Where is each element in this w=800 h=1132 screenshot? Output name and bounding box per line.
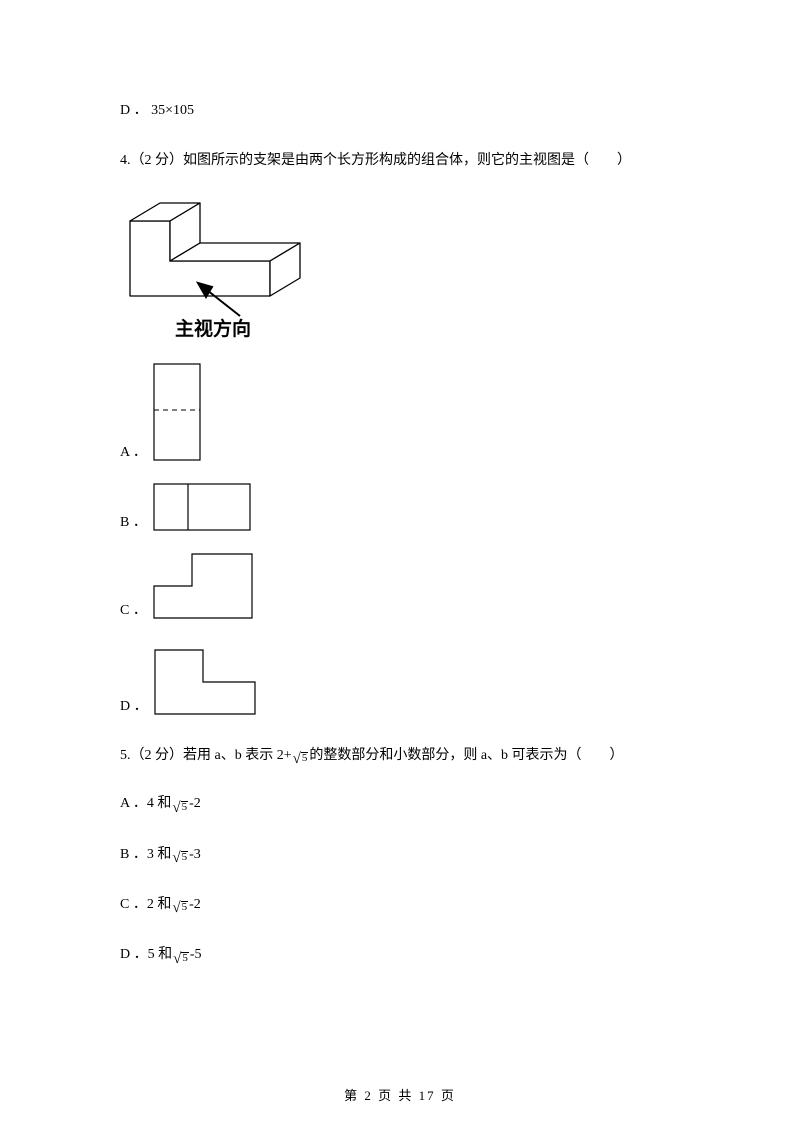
q4-option-b: B ． (120, 483, 680, 531)
q5-optD-before: 5 和 (148, 944, 173, 966)
q4-optB-label: B ． (120, 511, 147, 531)
q5-before: 若用 a、b 表示 2+ (183, 745, 292, 767)
q5-after: 的整数部分和小数部分，则 a、b 可表示为（ ） (309, 745, 623, 767)
q4-optD-label: D ． (120, 695, 148, 715)
q5-prompt: 5. （2 分） 若用 a、b 表示 2+ √5 的整数部分和小数部分，则 a、… (120, 745, 680, 767)
q5-optC-before: 2 和 (147, 894, 172, 916)
q4-optB-svg (153, 483, 251, 531)
q5-option-a: A ． 4 和 √5 -2 (120, 793, 680, 815)
q5-optB-before: 3 和 (147, 844, 172, 866)
q5-optC-label: C ． (120, 894, 147, 916)
sqrt-icon: √5 (173, 952, 189, 967)
sqrt-icon: √5 (293, 752, 309, 767)
q5-option-b: B ． 3 和 √5 -3 (120, 844, 680, 866)
q4-optC-svg (153, 553, 253, 619)
sqrt-icon: √5 (172, 801, 188, 816)
q4-caption-svg: 主视方向 (175, 317, 251, 340)
q5-optA-after: -2 (189, 793, 201, 815)
q4-optC-label: C ． (120, 599, 147, 619)
q4-optD-svg (154, 649, 256, 715)
q4-option-c: C ． (120, 553, 680, 619)
q4-text: 如图所示的支架是由两个长方形构成的组合体，则它的主视图是（ ） (183, 150, 631, 172)
q5-points: （2 分） (131, 745, 184, 767)
q5-optD-label: D ． (120, 944, 148, 966)
q4-optA-svg (153, 363, 201, 461)
footer-text: 第 2 页 共 17 页 (344, 1088, 456, 1103)
q5-option-d: D ． 5 和 √5 -5 (120, 944, 680, 966)
q4-option-d: D ． (120, 649, 680, 715)
q5-number: 5. (120, 745, 131, 767)
q4-number: 4. (120, 150, 131, 172)
q5-optB-after: -3 (189, 844, 201, 866)
q4-points: （2 分） (131, 150, 184, 172)
q5-optA-before: 4 和 (147, 793, 172, 815)
q5-optD-after: -5 (190, 944, 202, 966)
q4-option-a: A ． (120, 363, 680, 461)
q5-optC-after: -2 (189, 894, 201, 916)
q4-optA-label: A ． (120, 441, 147, 461)
q5-option-c: C ． 2 和 √5 -2 (120, 894, 680, 916)
q4-prompt: 4. （2 分） 如图所示的支架是由两个长方形构成的组合体，则它的主视图是（ ） (120, 150, 680, 172)
sqrt-icon: √5 (172, 851, 188, 866)
sqrt-icon: √5 (172, 901, 188, 916)
q3-option-d: D ． 35×105 (120, 100, 680, 122)
q5-optB-label: B ． (120, 844, 147, 866)
q5-radicand: 5 (301, 752, 309, 764)
q3-optD-text: D ． 35×105 (120, 100, 194, 122)
q5-optA-label: A ． (120, 793, 147, 815)
q4-figure: 主视方向 (120, 191, 680, 341)
q4-3d-svg: 主视方向 (120, 191, 330, 341)
page-footer: 第 2 页 共 17 页 (0, 1085, 800, 1104)
